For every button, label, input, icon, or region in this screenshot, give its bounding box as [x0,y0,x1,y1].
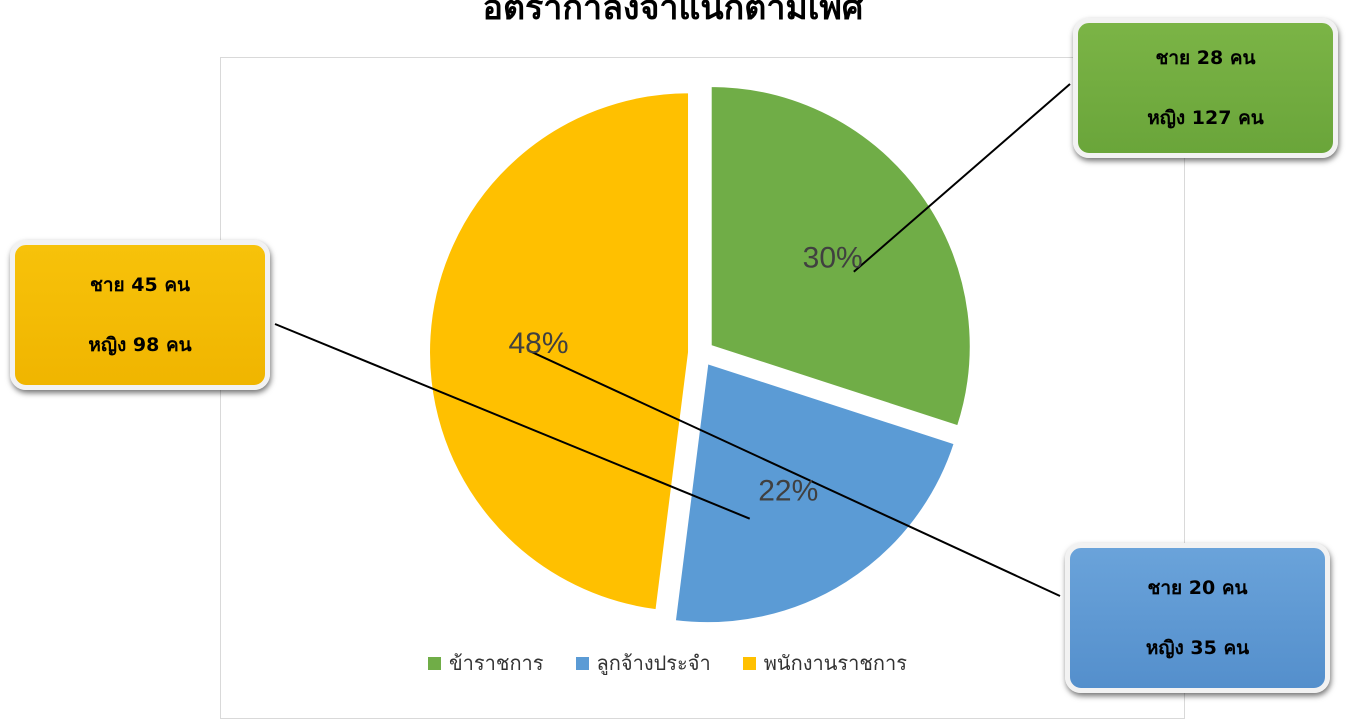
callout-civil-servant: ชาย 28 คน หญิง 127 คน [1073,18,1338,158]
legend-label: ข้าราชการ [449,651,544,675]
legend-label: พนักงานราชการ [763,651,908,675]
leader-line-2 [527,349,1061,597]
callout-permanent-employee: ชาย 20 คน หญิง 35 คน [1065,543,1330,693]
callout-female-count: หญิง 35 คน [1145,637,1250,659]
legend-item-civil-servant: ข้าราชการ [428,647,544,679]
pie-value-label-2: 48% [508,327,568,360]
pie-slice-2 [428,91,691,612]
leader-lines [274,83,1071,597]
legend-item-permanent-employee: ลูกจ้างประจำ [575,647,711,679]
pie-slice-1 [673,361,956,625]
chart-title: อัตรากำลังจำแนกตามเพศ [482,0,864,28]
pie-value-labels: 30% 22% 48% [508,241,862,507]
callout-female-count: หญิง 127 คน [1147,107,1264,129]
callout-female-count: หญิง 98 คน [88,334,192,356]
pie-value-label-1: 22% [758,474,818,507]
pie-chart: 30% 22% 48% [274,83,1071,625]
pie-slices [428,84,972,625]
leader-line-0 [853,83,1071,273]
legend-label: ลูกจ้างประจำ [596,651,711,675]
callout-male-count: ชาย 45 คน [89,274,191,296]
chart-legend: ข้าราชการ ลูกจ้างประจำ พนักงานราชการ [428,648,907,678]
leader-line-1 [274,323,751,520]
legend-item-government-employee: พนักงานราชการ [742,647,908,679]
legend-swatch-yellow [742,656,756,670]
legend-swatch-green [428,656,441,670]
callout-government-employee: ชาย 45 คน หญิง 98 คน [10,240,270,390]
callout-male-count: ชาย 20 คน [1147,577,1248,599]
legend-swatch-blue [575,656,589,670]
callout-male-count: ชาย 28 คน [1155,47,1256,69]
pie-slice-0 [709,84,972,428]
pie-value-label-0: 30% [803,241,863,274]
